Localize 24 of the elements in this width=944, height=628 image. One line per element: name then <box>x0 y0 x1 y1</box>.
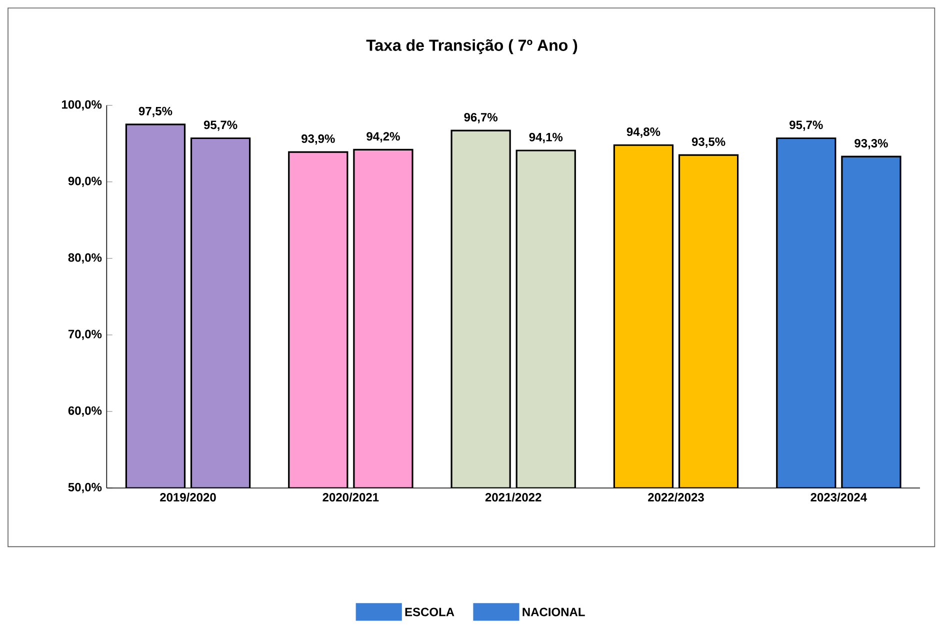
legend-label: NACIONAL <box>522 608 585 616</box>
data-label: 93,3% <box>854 138 888 150</box>
data-label: 96,7% <box>464 112 498 124</box>
data-label: 93,5% <box>692 137 726 148</box>
data-label: 94,2% <box>366 132 400 142</box>
data-label: 97,5% <box>138 106 172 118</box>
y-tick-label: 80,0% <box>68 253 102 264</box>
x-tick-label: 2021/2022 <box>485 492 542 502</box>
x-tick-label: 2019/2020 <box>160 492 216 502</box>
chart-title: Taxa de Transição ( 7º Ano ) <box>366 39 578 54</box>
data-label: 94,1% <box>529 132 563 144</box>
y-tick-label: 100,0% <box>62 100 102 110</box>
y-tick-label: 60,0% <box>68 406 102 417</box>
legend-label: ESCOLA <box>405 608 454 616</box>
y-tick-label: 50,0% <box>68 482 102 494</box>
x-tick-label: 2022/2023 <box>648 492 704 502</box>
data-label: 95,7% <box>790 120 823 131</box>
x-tick-label: 2023/2024 <box>810 492 867 502</box>
y-tick-label: 70,0% <box>68 330 102 340</box>
y-tick-label: 90,0% <box>68 176 102 187</box>
data-label: 93,9% <box>302 134 335 145</box>
data-label: 94,8% <box>626 128 660 138</box>
x-tick-label: 2020/2021 <box>322 492 379 502</box>
data-label: 95,7% <box>204 120 238 131</box>
